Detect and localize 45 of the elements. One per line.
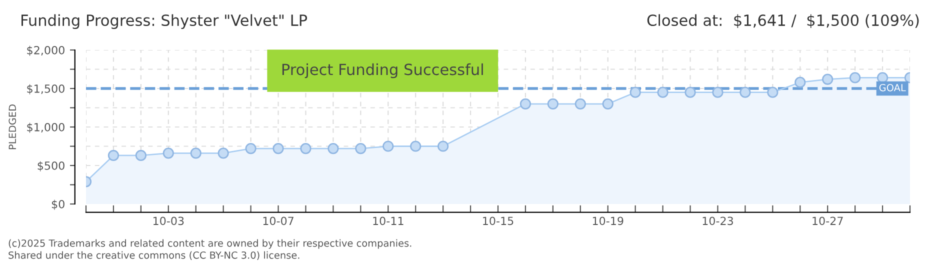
annotation: Project Funding Successful — [282, 63, 483, 78]
y-axis-title: PLEDGED — [8, 104, 16, 150]
x-tick-label: 10-07 — [263, 216, 294, 226]
point — [135, 150, 146, 162]
point — [410, 140, 422, 152]
point — [355, 143, 366, 154]
point — [740, 86, 751, 98]
chart-subtitle: Closed at: $1,641 / $1,500 (109%) — [647, 14, 919, 28]
point — [272, 143, 284, 154]
text: (c)2025 Trademarks and related content are owned by their respective companies. — [8, 239, 412, 249]
y-tick-label: $0 — [52, 200, 64, 210]
y-tick-label: $2,000 — [27, 46, 64, 56]
point — [162, 148, 174, 159]
x-tick-label: 10-27 — [812, 216, 843, 226]
point — [657, 86, 668, 98]
point — [602, 98, 614, 110]
point — [547, 98, 558, 110]
point — [794, 76, 806, 88]
point — [218, 148, 229, 159]
text: Shared under the creative commons (CC BY-NC 3.0) license. — [8, 251, 300, 260]
ref-line-label: GOAL — [879, 84, 906, 92]
x-tick-label: 10-15 — [483, 216, 514, 226]
point — [574, 98, 586, 110]
x-tick-label: 10-03 — [153, 216, 184, 226]
point — [382, 140, 394, 152]
x-tick-label: 10-23 — [702, 216, 733, 226]
point — [438, 140, 449, 152]
point — [767, 86, 778, 98]
point — [328, 143, 339, 154]
x-tick-label: 10-11 — [373, 216, 404, 226]
point — [850, 72, 861, 84]
point — [520, 98, 532, 110]
point — [245, 143, 256, 154]
point — [822, 74, 834, 85]
point — [684, 86, 696, 98]
point — [630, 86, 641, 98]
point — [300, 143, 312, 154]
y-tick-label: $1,000 — [27, 122, 64, 133]
chart-title: Funding Progress: Shyster "Velvet" LP — [22, 14, 308, 29]
point — [712, 86, 724, 98]
y-tick-label: $500 — [38, 161, 64, 172]
x-tick-label: 10-19 — [592, 216, 624, 226]
y-tick-label: $1,500 — [27, 84, 64, 94]
point — [108, 150, 120, 162]
point — [190, 148, 202, 159]
